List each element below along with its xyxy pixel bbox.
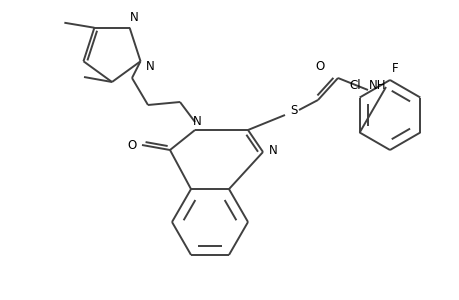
- Text: NH: NH: [369, 79, 386, 92]
- Text: O: O: [315, 59, 324, 73]
- Text: N: N: [146, 60, 155, 73]
- Text: N: N: [130, 11, 139, 24]
- Text: N: N: [268, 143, 277, 157]
- Text: N: N: [192, 115, 201, 128]
- Text: S: S: [290, 103, 297, 116]
- Text: F: F: [391, 61, 397, 74]
- Text: Cl: Cl: [348, 79, 360, 92]
- Text: O: O: [127, 139, 136, 152]
